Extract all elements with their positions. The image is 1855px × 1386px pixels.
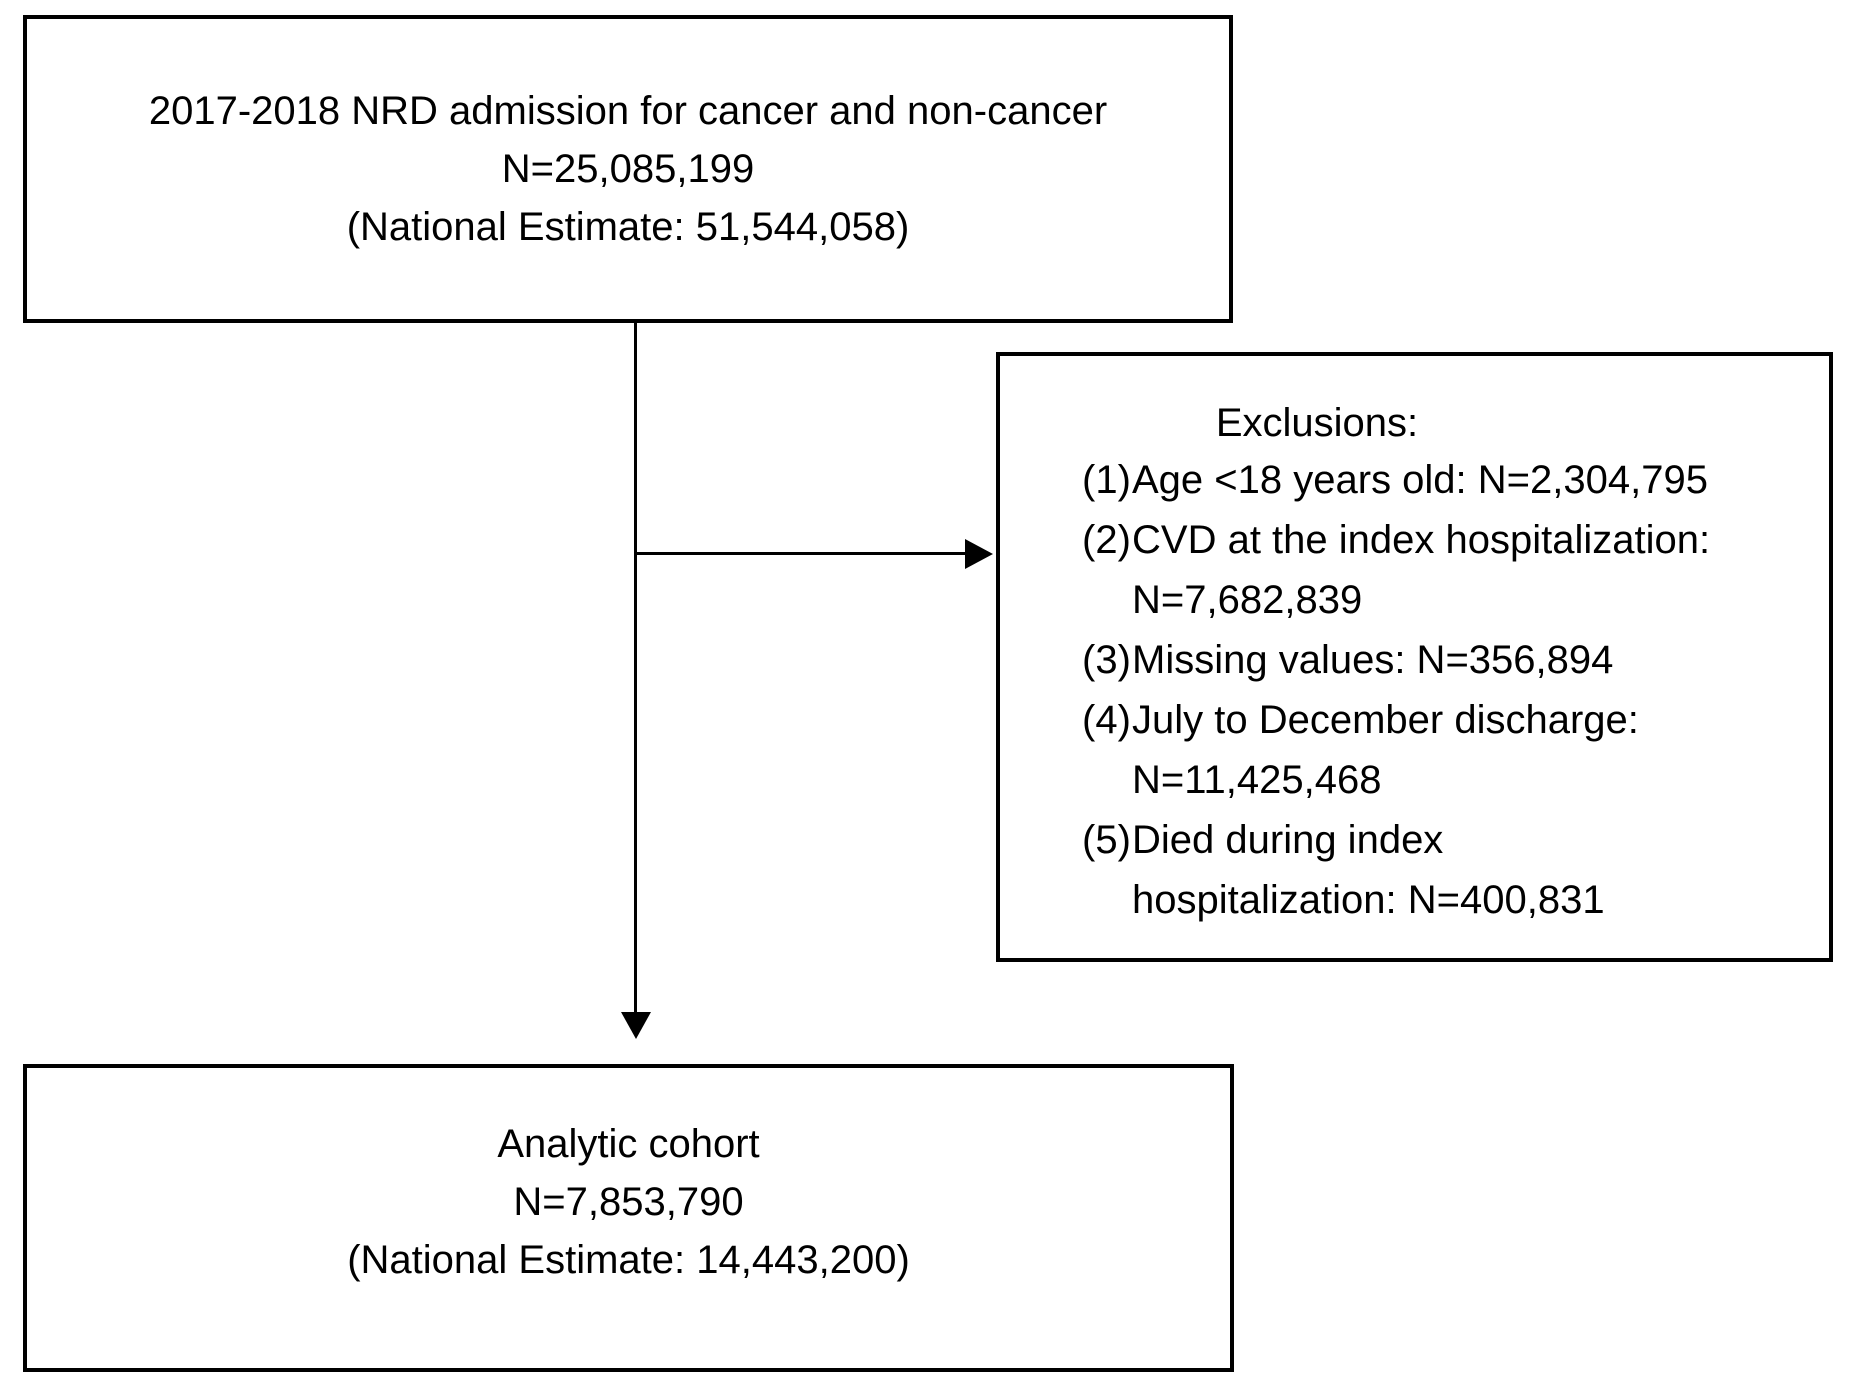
analytic-cohort-national-estimate: (National Estimate: 14,443,200) [347,1238,910,1282]
exclusion-item-5-number: (5) [1082,818,1131,862]
exclusion-item-2: (2) CVD at the index hospitalization: N=… [1082,510,1801,630]
analytic-cohort-box: Analytic cohort N=7,853,790 (National Es… [23,1064,1234,1372]
exclusions-title: Exclusions: [1215,401,1419,445]
exclusion-item-3-number: (3) [1082,638,1131,682]
source-population-national-estimate: (National Estimate: 51,544,058) [346,205,910,249]
exclusion-item-2-line-1: CVD at the index hospitalization: [1132,518,1711,562]
exclusion-item-4: (4) July to December discharge: N=11,425… [1082,690,1801,810]
exclusion-item-2-line-2: N=7,682,839 [1132,578,1363,622]
source-population-title: 2017-2018 NRD admission for cancer and n… [148,89,1108,133]
exclusion-item-2-text: CVD at the index hospitalization: N=7,68… [1132,510,1801,630]
exclusion-item-3: (3) Missing values: N=356,894 [1082,630,1801,690]
source-population-n: N=25,085,199 [501,147,755,191]
exclusion-item-5-line-1: Died during index [1132,818,1444,862]
exclusion-item-5: (5) Died during index hospitalization: N… [1082,810,1801,930]
right-arrowhead-icon [965,539,993,569]
analytic-cohort-n: N=7,853,790 [513,1180,744,1224]
exclusion-item-1-text: Age <18 years old: N=2,304,795 [1132,450,1801,510]
exclusion-item-1: (1) Age <18 years old: N=2,304,795 [1082,450,1801,510]
exclusion-item-2-number: (2) [1082,518,1131,562]
source-population-box: 2017-2018 NRD admission for cancer and n… [23,15,1233,323]
exclusion-item-4-line-2: N=11,425,468 [1132,758,1382,802]
exclusion-branch-line [636,552,966,555]
exclusion-item-4-line-1: July to December discharge: [1132,698,1639,742]
main-flow-connector-line [634,323,637,1013]
exclusion-item-5-text: Died during index hospitalization: N=400… [1132,810,1801,930]
exclusion-item-3-text: Missing values: N=356,894 [1132,630,1801,690]
exclusion-item-4-text: July to December discharge: N=11,425,468 [1132,690,1801,810]
analytic-cohort-title: Analytic cohort [497,1122,760,1166]
exclusion-item-5-line-2: hospitalization: N=400,831 [1132,878,1605,922]
exclusions-box: Exclusions: (1) Age <18 years old: N=2,3… [996,352,1833,962]
exclusion-item-3-line-1: Missing values: N=356,894 [1132,638,1614,682]
exclusion-item-4-number: (4) [1082,698,1131,742]
down-arrowhead-icon [621,1012,651,1039]
exclusion-item-1-line-1: Age <18 years old: N=2,304,795 [1132,458,1708,502]
exclusion-item-1-number: (1) [1082,458,1131,502]
